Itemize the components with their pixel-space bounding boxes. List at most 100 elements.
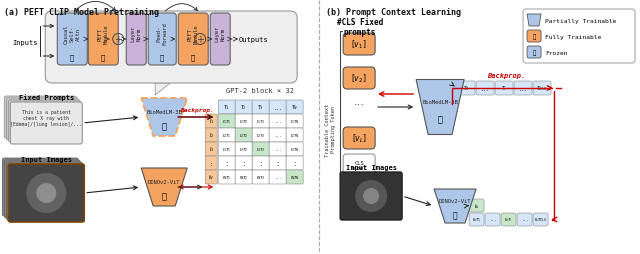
Text: 🔥: 🔥 (532, 34, 536, 40)
Text: Inputs: Inputs (13, 40, 38, 46)
Text: :: : (276, 160, 279, 166)
FancyBboxPatch shape (218, 142, 235, 156)
FancyBboxPatch shape (527, 47, 541, 59)
FancyBboxPatch shape (6, 162, 83, 220)
Text: $T_{CLS}$: $T_{CLS}$ (536, 84, 548, 93)
Polygon shape (416, 80, 464, 135)
Text: Partially Trainable: Partially Trainable (545, 19, 616, 23)
FancyBboxPatch shape (218, 129, 235, 142)
Text: :: : (259, 160, 262, 166)
FancyBboxPatch shape (343, 34, 375, 56)
FancyBboxPatch shape (235, 101, 252, 115)
Text: ...: ... (274, 133, 282, 137)
FancyBboxPatch shape (235, 170, 252, 184)
Text: $I_3T_3$: $I_3T_3$ (256, 146, 266, 153)
Text: Layer
Norm: Layer Norm (215, 26, 225, 42)
Text: PEFT
Module: PEFT Module (188, 24, 198, 44)
FancyBboxPatch shape (3, 158, 78, 216)
Polygon shape (434, 189, 476, 223)
FancyBboxPatch shape (523, 10, 635, 64)
FancyBboxPatch shape (469, 199, 484, 212)
FancyBboxPatch shape (252, 115, 269, 129)
FancyBboxPatch shape (340, 172, 402, 220)
Text: $I_NT_2$: $I_NT_2$ (239, 173, 248, 181)
Text: Backprop.: Backprop. (180, 108, 214, 113)
Text: GPT-2 block × 32: GPT-2 block × 32 (226, 88, 294, 94)
FancyBboxPatch shape (252, 101, 269, 115)
Text: $I_2$: $I_2$ (209, 131, 214, 140)
Text: 🔥: 🔥 (191, 54, 195, 61)
Text: $I_NT_3$: $I_NT_3$ (256, 173, 266, 181)
FancyBboxPatch shape (495, 82, 513, 96)
Text: 🔒: 🔒 (70, 54, 74, 61)
Circle shape (26, 173, 67, 213)
Text: $[v_2]$: $[v_2]$ (351, 72, 367, 85)
FancyBboxPatch shape (205, 129, 217, 142)
Circle shape (36, 183, 56, 203)
Text: $T_3$: $T_3$ (257, 103, 264, 112)
Text: Fixed Prompts: Fixed Prompts (19, 94, 74, 101)
FancyBboxPatch shape (252, 142, 269, 156)
Text: $I_2T_3$: $I_2T_3$ (256, 132, 266, 139)
Text: $I_1T_3$: $I_1T_3$ (256, 118, 266, 125)
FancyBboxPatch shape (88, 14, 118, 66)
Text: $I_3T_1$: $I_3T_1$ (222, 146, 231, 153)
Text: $I_bT_1$: $I_bT_1$ (472, 216, 481, 224)
Text: $I_3T_2$: $I_3T_2$ (239, 146, 248, 153)
Text: CLS
label: CLS label (351, 160, 367, 171)
Text: Input Images: Input Images (20, 156, 72, 162)
Text: (b) Prompt Context Learning: (b) Prompt Context Learning (326, 8, 461, 17)
Text: ...: ... (519, 86, 527, 91)
Text: $I_1T_N$: $I_1T_N$ (290, 118, 300, 125)
Text: $I_3T_N$: $I_3T_N$ (290, 146, 300, 153)
Text: ...: ... (274, 147, 282, 151)
Text: :: : (243, 160, 245, 166)
FancyBboxPatch shape (269, 101, 286, 115)
FancyBboxPatch shape (286, 129, 303, 142)
FancyBboxPatch shape (269, 156, 286, 170)
FancyBboxPatch shape (269, 142, 286, 156)
Circle shape (363, 188, 379, 204)
Polygon shape (141, 99, 188, 136)
Text: This is a patient
chest X ray with
[Edema]/[lung lesion]/...: This is a patient chest X ray with [Edem… (10, 109, 82, 126)
Text: 🔒: 🔒 (438, 115, 443, 124)
FancyBboxPatch shape (501, 213, 516, 226)
Text: 🔥: 🔥 (101, 54, 106, 61)
Text: ...: ... (489, 218, 496, 222)
FancyBboxPatch shape (286, 156, 303, 170)
FancyBboxPatch shape (205, 115, 217, 129)
Text: 🔥: 🔥 (162, 192, 166, 201)
FancyBboxPatch shape (6, 99, 78, 140)
Text: Frozen: Frozen (545, 50, 568, 55)
Text: ...: ... (354, 97, 365, 107)
FancyBboxPatch shape (343, 154, 375, 176)
Text: BioMedLM-3B: BioMedLM-3B (147, 110, 182, 115)
FancyBboxPatch shape (4, 160, 80, 218)
FancyBboxPatch shape (485, 213, 500, 226)
Text: (a) PEFT CLIP Model Pretraining: (a) PEFT CLIP Model Pretraining (4, 8, 159, 17)
Text: $I_b$: $I_b$ (474, 201, 479, 210)
Text: $I_2T_1$: $I_2T_1$ (222, 132, 231, 139)
Text: $I_bT_i$: $I_bT_i$ (504, 216, 513, 224)
Text: 🔒: 🔒 (532, 50, 536, 56)
Polygon shape (527, 15, 541, 27)
Text: ...: ... (273, 105, 282, 110)
FancyBboxPatch shape (269, 115, 286, 129)
FancyBboxPatch shape (218, 101, 235, 115)
Text: BioMedLM-3B: BioMedLM-3B (422, 99, 458, 104)
Text: Layer
Norm: Layer Norm (131, 26, 141, 42)
FancyBboxPatch shape (4, 97, 76, 138)
Text: :: : (225, 160, 228, 166)
Circle shape (355, 180, 387, 212)
Polygon shape (141, 168, 188, 206)
Text: Backprop.: Backprop. (488, 73, 525, 79)
Text: $[v_1]$: $[v_1]$ (351, 39, 367, 51)
Text: +: + (114, 35, 122, 45)
FancyBboxPatch shape (235, 142, 252, 156)
Text: Fully Trainable: Fully Trainable (545, 34, 602, 39)
Text: $[v_L]$: $[v_L]$ (351, 132, 367, 145)
Text: 🔒: 🔒 (162, 122, 166, 131)
FancyBboxPatch shape (527, 31, 541, 43)
FancyBboxPatch shape (343, 68, 375, 90)
Text: $I_N$: $I_N$ (208, 173, 214, 182)
